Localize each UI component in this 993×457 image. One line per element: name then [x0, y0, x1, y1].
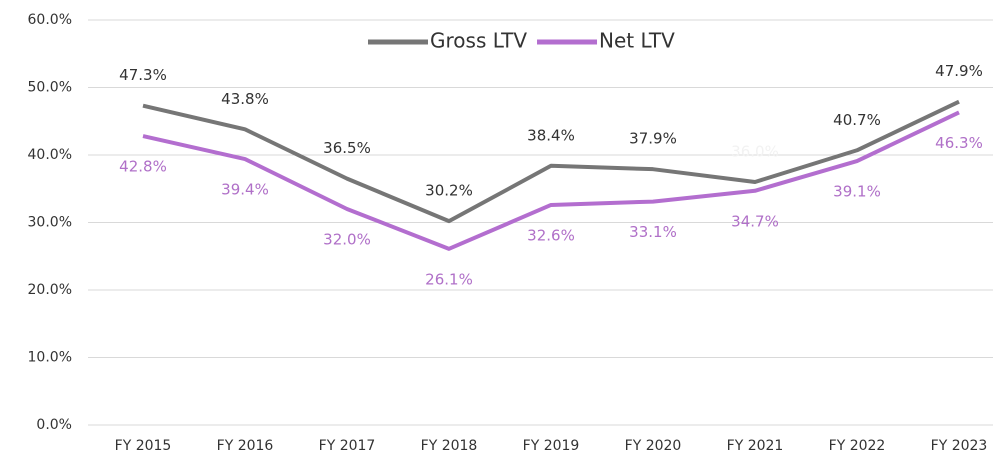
data-label: 26.1% — [425, 270, 473, 288]
data-label: 38.4% — [527, 126, 575, 144]
data-label: 47.3% — [119, 66, 167, 84]
line — [142, 99, 960, 224]
data-label: 42.8% — [119, 158, 167, 176]
data-label: 39.1% — [833, 183, 881, 201]
y-tick-label: 10.0% — [28, 350, 72, 366]
data-label: 34.7% — [731, 212, 779, 230]
legend-label: Gross LTV — [430, 29, 527, 53]
y-tick-label: 0.0% — [36, 417, 72, 433]
data-label: 47.9% — [935, 62, 983, 80]
data-label: 36.5% — [323, 139, 371, 157]
data-label: 39.4% — [221, 181, 269, 199]
x-tick-label: FY 2017 — [319, 438, 376, 454]
x-tick-label: FY 2018 — [421, 438, 478, 454]
x-tick-label: FY 2015 — [115, 438, 172, 454]
x-tick-label: FY 2016 — [217, 438, 274, 454]
line — [142, 110, 960, 251]
y-tick-label: 40.0% — [28, 147, 72, 163]
x-tick-label: FY 2020 — [625, 438, 682, 454]
x-tick-label: FY 2019 — [523, 438, 580, 454]
data-label: 43.8% — [221, 90, 269, 108]
data-label: 33.1% — [629, 223, 677, 241]
data-label: 40.7% — [833, 111, 881, 129]
data-label: 46.3% — [935, 134, 983, 152]
data-label: 30.2% — [425, 182, 473, 200]
y-tick-label: 30.0% — [28, 215, 72, 231]
y-tick-label: 60.0% — [28, 12, 72, 28]
data-label: 37.9% — [629, 130, 677, 148]
data-label: 32.6% — [527, 226, 575, 244]
x-tick-label: FY 2022 — [829, 438, 886, 454]
y-tick-label: 20.0% — [28, 282, 72, 298]
legend-label: Net LTV — [599, 29, 675, 53]
data-label: 32.0% — [323, 231, 371, 249]
x-tick-label: FY 2023 — [931, 438, 988, 454]
y-tick-label: 50.0% — [28, 80, 72, 96]
x-tick-label: FY 2021 — [727, 438, 784, 454]
data-label: 36.0% — [731, 143, 779, 161]
